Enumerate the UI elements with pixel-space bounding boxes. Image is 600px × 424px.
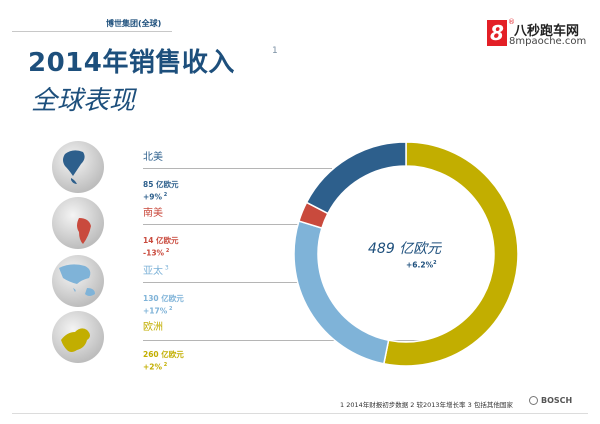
globe-south-america-icon [52,197,104,249]
bosch-armature-icon [529,396,538,405]
region-name: 北美 [143,152,163,163]
region-change: +17% 2 [143,306,173,316]
region-name: 南美 [143,208,163,219]
region-asia-pacific: 亚太 3 130 亿欧元 +17% 2 [143,262,184,316]
logo-name: 八秒跑车网 [514,24,580,39]
region-value: 130 亿欧元 [143,294,184,303]
region-name: 欧洲 [143,322,163,333]
globe-north-america-icon [52,141,104,193]
bosch-brand-text: BOSCH [541,396,573,405]
region-change-note: 2 [167,306,173,312]
globe-asia-pacific-icon [52,255,104,307]
region-connector-line [143,224,302,225]
chart-total-change: +6.2%2 [406,260,437,270]
donut-slice-europe [382,141,519,367]
footer-divider [12,413,588,414]
region-change: +2% 2 [143,362,168,372]
region-name-note: 3 [163,264,169,272]
logo-mark-icon: 8 [487,20,507,46]
company-name: 博世集团(全球) [106,19,162,28]
region-name: 亚太 3 [143,264,169,277]
region-north-america: 北美 85 亿欧元 +9% 2 [143,148,179,202]
chart-total-change-note: 2 [433,260,437,266]
logo-registered-mark: ® [508,18,515,26]
region-change-note: 2 [164,248,170,254]
region-change: +9% 2 [143,192,168,202]
region-south-america: 南美 14 亿欧元 -13% 2 [143,204,179,258]
region-connector-line [143,168,332,169]
region-change: -13% 2 [143,248,170,258]
page-subtitle: 全球表现 [31,86,136,116]
chart-total-change-value: +6.2% [406,260,434,270]
footnote: 1 2014年财报初步数据 2 较2013年增长率 3 包括其他国家 [340,401,513,409]
region-europe: 欧洲 260 亿欧元 +2% 2 [143,318,184,372]
region-connector-line [143,282,318,283]
globe-europe-icon [52,311,104,363]
region-value: 260 亿欧元 [143,350,184,359]
chart-total-value: 489 亿欧元 [368,241,442,257]
region-value: 85 亿欧元 [143,180,179,189]
region-value: 14 亿欧元 [143,236,179,245]
region-connector-line [143,340,442,341]
region-change-note: 2 [162,192,168,198]
donut-slice-north-america [305,141,407,215]
title-footnote-mark: 1 [272,46,278,56]
bosch-brand: BOSCH [529,396,572,405]
region-change-note: 2 [162,362,168,368]
page-title: 2014年销售收入 [28,48,235,78]
site-logo[interactable]: 8 ® 八秒跑车网 8mpaoche.com [487,18,597,50]
logo-url: 8mpaoche.com [509,36,587,47]
header-divider [12,31,172,32]
